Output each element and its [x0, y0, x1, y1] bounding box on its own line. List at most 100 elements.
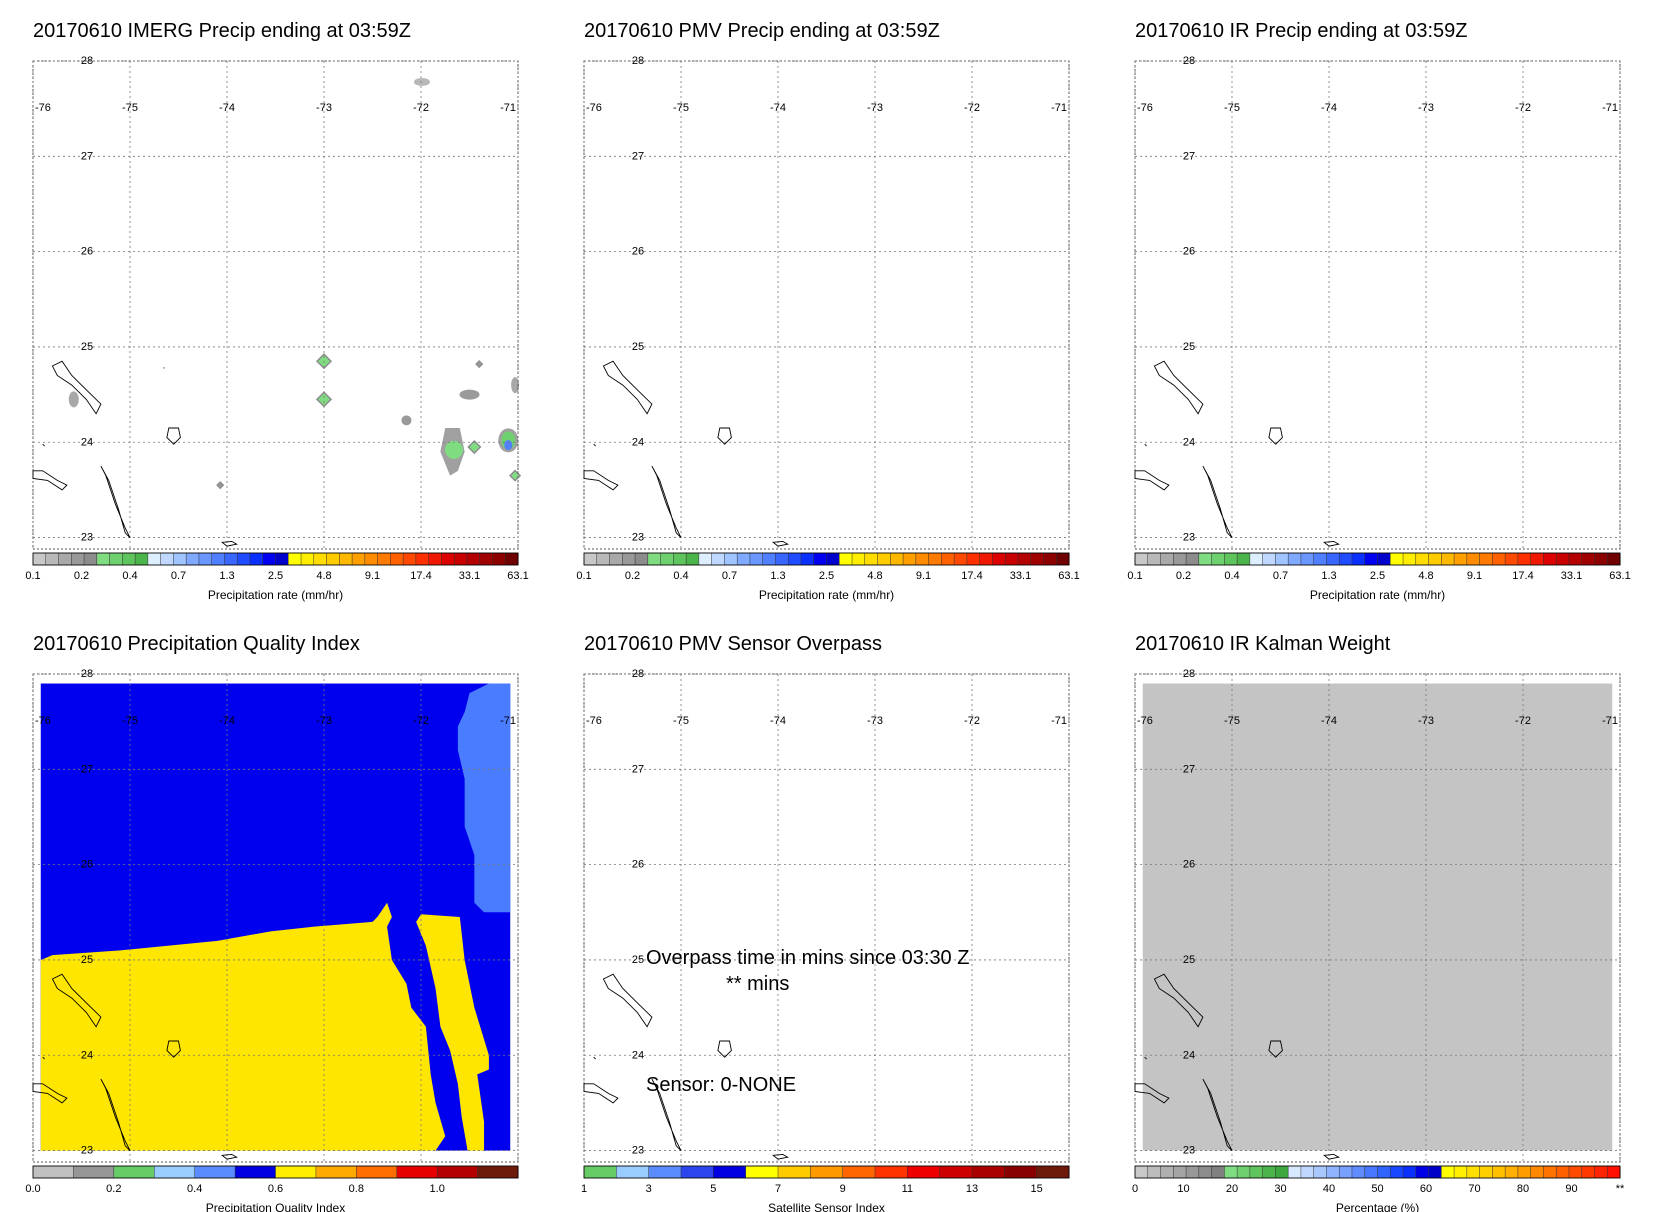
- colorbar-swatch: [979, 552, 993, 566]
- colorbar-swatch: [234, 1165, 277, 1179]
- colorbar-swatch: [1594, 1165, 1608, 1179]
- lon-tick-label: -74: [770, 715, 786, 727]
- lon-tick-label: -75: [1224, 715, 1240, 727]
- lat-tick-label: 26: [632, 859, 644, 871]
- precip-cell: [216, 481, 225, 490]
- colorbar-swatch: [1530, 552, 1544, 566]
- sensor-label: Sensor: 0-NONE: [646, 1074, 796, 1096]
- coastline-island: [100, 465, 131, 538]
- colorbar-swatch: [1004, 552, 1019, 566]
- colorbar-swatch: [198, 552, 213, 566]
- colorbar-swatch: [953, 552, 968, 566]
- colorbar-swatch: [466, 552, 481, 566]
- colorbar-tick-label: 4.8: [316, 570, 331, 582]
- colorbar-tick-label: 0.2: [625, 570, 640, 582]
- colorbar-swatch: [147, 552, 162, 566]
- colorbar-swatch: [300, 552, 315, 566]
- lon-tick-label: -76: [586, 715, 602, 727]
- colorbar-swatch: [1326, 552, 1340, 566]
- colorbar-swatch: [877, 552, 891, 566]
- lon-tick-label: -72: [413, 715, 429, 727]
- colorbar-swatch: [583, 1165, 617, 1179]
- colorbar-tick-label: 60: [1420, 1183, 1432, 1195]
- colorbar-tick-label: 2.5: [819, 570, 834, 582]
- colorbar-swatch: [1036, 1165, 1070, 1179]
- colorbar-swatch: [660, 552, 674, 566]
- lon-tick-label: -73: [1418, 102, 1434, 114]
- lon-tick-label: -72: [1515, 715, 1531, 727]
- colorbar-swatch: [32, 552, 47, 566]
- colorbar-swatch: [1326, 1165, 1340, 1179]
- precip-cell: [315, 391, 333, 408]
- lat-tick-label: 25: [81, 954, 93, 966]
- colorbar-swatch: [1390, 552, 1404, 566]
- colorbar-swatch: [1224, 552, 1238, 566]
- colorbar-swatch: [616, 1165, 650, 1179]
- colorbar-swatch: [185, 552, 200, 566]
- colorbar-border: [1134, 1165, 1621, 1179]
- coastline-island: [1202, 1078, 1233, 1151]
- lat-tick-label: 27: [1183, 763, 1195, 775]
- coastline-island: [593, 443, 596, 447]
- coastline-island: [1144, 443, 1147, 447]
- colorbar-swatch: [1466, 552, 1481, 566]
- colorbar-tick-label: 80: [1517, 1183, 1529, 1195]
- colorbar-swatch: [377, 552, 391, 566]
- colorbar-tick-label: 30: [1274, 1183, 1286, 1195]
- colorbar-swatch: [1555, 1165, 1570, 1179]
- colorbar-tick-label: 0.7: [722, 570, 737, 582]
- lon-tick-label: -75: [1224, 102, 1240, 114]
- colorbar-tick-label: 0.1: [25, 570, 40, 582]
- colorbar-swatch: [1275, 552, 1289, 566]
- colorbar-swatch: [1441, 1165, 1455, 1179]
- panel-title: 20170610 IR Kalman Weight: [1135, 633, 1391, 655]
- colorbar-swatch: [1287, 552, 1302, 566]
- colorbar-swatch: [762, 552, 776, 566]
- colorbar-swatch: [596, 552, 611, 566]
- colorbar-swatch: [1043, 552, 1057, 566]
- colorbar-swatch: [864, 552, 879, 566]
- colorbar-swatch: [647, 552, 662, 566]
- lon-tick-label: -72: [964, 102, 980, 114]
- colorbar-swatch: [45, 552, 60, 566]
- colorbar: 0.1 0.2 0.4 0.7 1.3 2.5 4.8 9.1 17.4 33.1 63.1 Prec…: [1127, 552, 1631, 602]
- lat-tick-label: 28: [81, 668, 93, 680]
- lat-tick-label: 26: [1183, 246, 1195, 258]
- colorbar-swatch: [609, 552, 623, 566]
- colorbar-swatch: [1492, 1165, 1506, 1179]
- colorbar-tick-label: 63.1: [507, 570, 528, 582]
- colorbar-swatch: [842, 1165, 876, 1179]
- colorbar-swatch: [971, 1165, 1005, 1179]
- colorbar-tick-label: 63.1: [1058, 570, 1079, 582]
- lat-tick-label: 25: [632, 954, 644, 966]
- colorbar-swatch: [1262, 552, 1276, 566]
- colorbar-swatch: [1211, 1165, 1225, 1179]
- lon-tick-label: -76: [586, 102, 602, 114]
- colorbar-swatch: [249, 552, 264, 566]
- colorbar-swatch: [1415, 552, 1430, 566]
- colorbar-swatch: [1606, 552, 1621, 566]
- lon-tick-label: -71: [1602, 715, 1618, 727]
- colorbar-tick-label: 9.1: [916, 570, 931, 582]
- colorbar-swatch: [1313, 1165, 1327, 1179]
- lat-tick-label: 28: [81, 55, 93, 67]
- colorbar-swatch: [1441, 552, 1455, 566]
- colorbar-swatch: [1594, 552, 1608, 566]
- colorbar-swatch: [939, 1165, 973, 1179]
- colorbar-swatch: [313, 552, 328, 566]
- precip-cell: [444, 440, 463, 459]
- colorbar-tick-label: 40: [1323, 1183, 1335, 1195]
- colorbar-swatch: [1173, 552, 1187, 566]
- panel-pmv: 20170610 PMV Precip ending at 03:59Z-76-…: [576, 20, 1079, 602]
- colorbar-tick-label: 3: [646, 1183, 652, 1195]
- overpass-time-label: Overpass time in mins since 03:30 Z: [646, 947, 969, 969]
- map-area: -76 -75 -74 -73 -72 -71 28 27 26 25 24 23: [32, 668, 519, 1163]
- colorbar-tick-label: 2.5: [268, 570, 283, 582]
- colorbar-swatch: [396, 1165, 438, 1179]
- colorbar-swatch: [477, 1165, 519, 1179]
- colorbar-swatch: [1300, 552, 1315, 566]
- colorbar-tick-label: 0.8: [349, 1183, 364, 1195]
- colorbar-swatch: [73, 1165, 115, 1179]
- map-frame: [32, 673, 519, 1163]
